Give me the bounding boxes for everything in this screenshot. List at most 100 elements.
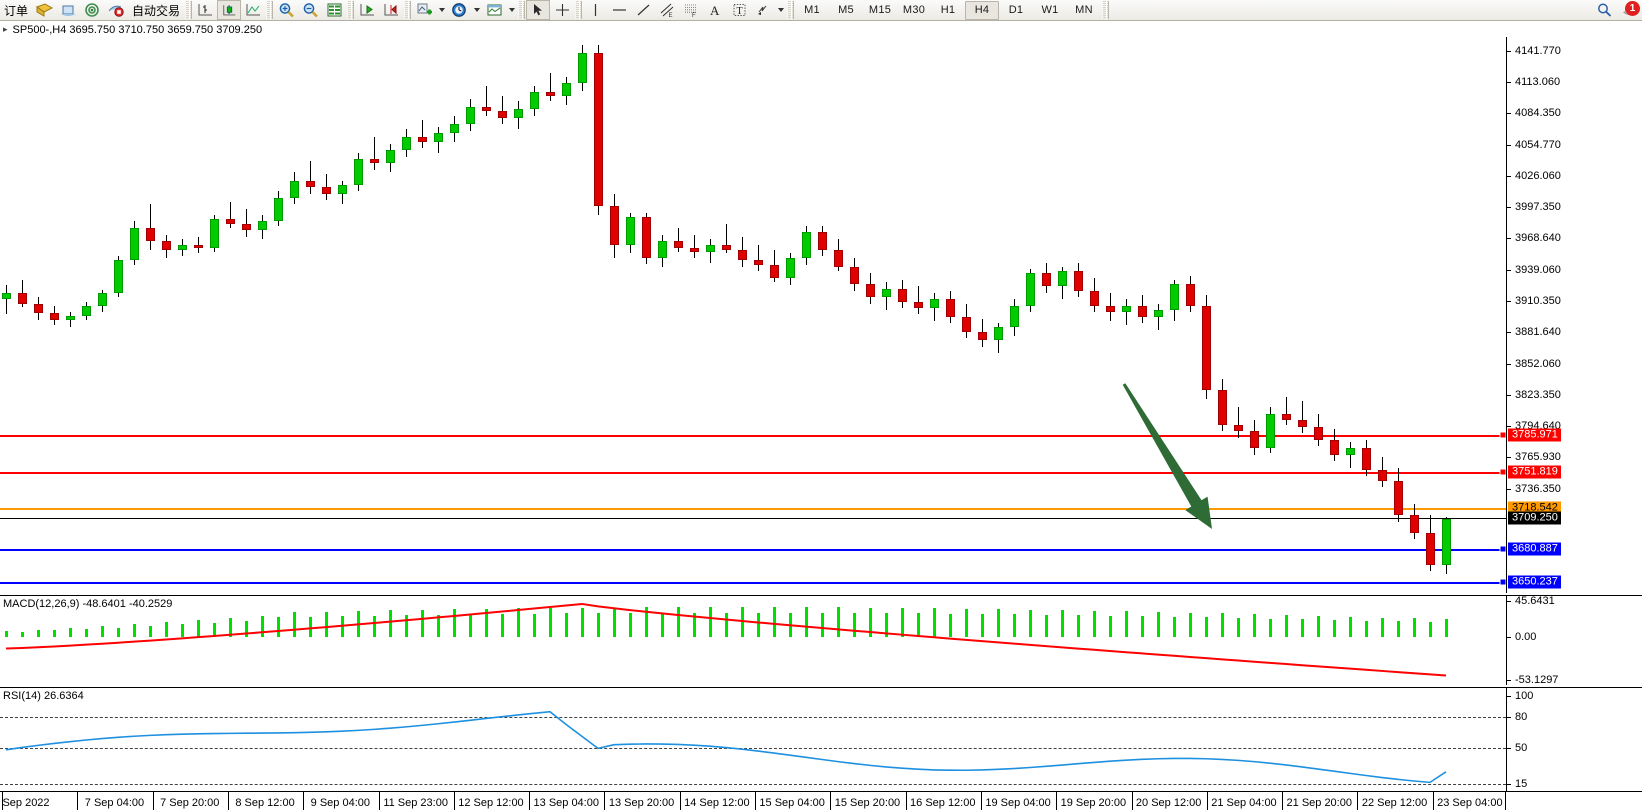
timeframe-w1[interactable]: W1 — [1041, 4, 1059, 16]
price-plot-area[interactable] — [0, 37, 1506, 593]
price-axis[interactable]: 4141.770 4113.060 4084.350 4054.770 4026.060… — [1506, 37, 1642, 593]
horizontal-line-icon[interactable] — [607, 0, 631, 20]
price-level-handle-3785.971[interactable] — [1499, 431, 1506, 439]
candle-body — [578, 53, 587, 84]
price-level-label-3680.887[interactable]: 3680.887 — [1508, 542, 1561, 556]
zoom-out-icon[interactable] — [298, 0, 322, 20]
data-window-icon[interactable] — [322, 0, 346, 20]
price-level-line-3751.819[interactable] — [0, 472, 1506, 475]
timeframe-buttons: M1 M5 M15 M30 H1 H4 D1 W1 MN — [795, 0, 1101, 21]
price-level-line-3709.250[interactable] — [0, 518, 1506, 520]
candle-body — [978, 331, 987, 341]
timeframe-h4[interactable]: H4 — [965, 0, 1000, 20]
zoom-in-icon[interactable] — [274, 0, 298, 20]
macd-histogram-bar — [677, 607, 680, 638]
timeframe-mn[interactable]: MN — [1075, 4, 1093, 16]
rsi-axis: 100 80 50 15 — [1506, 688, 1642, 791]
rsi-tick-3: 15 — [1506, 777, 1528, 790]
trendline-icon[interactable] — [631, 0, 655, 20]
rsi-line — [5, 710, 1447, 784]
timeframe-m1[interactable]: M1 — [804, 4, 820, 16]
candle-body — [2, 292, 11, 300]
price-level-label-3751.819[interactable]: 3751.819 — [1508, 465, 1561, 479]
svg-text:A: A — [710, 3, 720, 18]
candle-wick — [1302, 400, 1303, 434]
toolbar-separator-3 — [347, 1, 355, 19]
candle-wick — [678, 228, 679, 252]
cursor-arrow-icon[interactable] — [526, 0, 551, 20]
rsi-level-line-50 — [0, 747, 1506, 749]
templates-icon[interactable] — [482, 0, 506, 20]
macd-histogram-bar — [981, 613, 984, 638]
rsi-level-line-15 — [0, 783, 1506, 785]
timeframe-h1[interactable]: H1 — [940, 4, 956, 16]
crosshair-icon[interactable] — [550, 0, 574, 20]
price-level-line-3680.887[interactable] — [0, 548, 1506, 551]
signal-icon[interactable] — [80, 0, 104, 20]
macd-histogram-bar — [245, 620, 248, 638]
rsi-plot-area[interactable] — [0, 688, 1506, 791]
macd-histogram-bar — [1093, 610, 1096, 638]
vertical-line-icon[interactable] — [583, 0, 607, 20]
macd-histogram-bar — [997, 609, 1000, 638]
price-tick-14: 3736.350 — [1507, 482, 1561, 495]
equidistant-channel-icon[interactable]: E — [655, 0, 679, 20]
macd-pane[interactable]: MACD(12,26,9) -48.6401 -40.2529 45.6431 0… — [0, 595, 1642, 686]
bar-chart-icon[interactable] — [193, 0, 217, 20]
price-level-label-3709.250[interactable]: 3709.250 — [1508, 511, 1561, 525]
line-chart-icon[interactable] — [241, 0, 265, 20]
price-tick-11: 3823.350 — [1507, 389, 1561, 402]
toolbar-separator-6 — [575, 1, 583, 19]
notifications-button[interactable]: 1 — [1616, 0, 1642, 20]
auto-scroll-icon[interactable] — [355, 0, 379, 20]
autotrade-button-label[interactable]: 自动交易 — [132, 3, 181, 18]
arrows-dropdown-caret[interactable] — [775, 0, 786, 20]
candle-body — [226, 219, 235, 224]
macd-histogram-bar — [5, 631, 8, 638]
chart-symbol-header: ▸ SP500-,H4 3695.750 3710.750 3659.750 3… — [0, 22, 262, 37]
candle-wick — [246, 208, 247, 237]
fibonacci-retracement-icon[interactable]: F — [679, 0, 703, 20]
text-icon[interactable]: A — [703, 0, 727, 20]
algo-trading-icon[interactable] — [104, 0, 128, 20]
price-level-line-3718.542[interactable] — [0, 508, 1506, 511]
price-chart-pane[interactable]: 4141.770 4113.060 4084.350 4054.770 4026.060… — [0, 37, 1642, 593]
candle-body — [1058, 271, 1067, 287]
indicators-dropdown-caret[interactable] — [436, 0, 447, 20]
indicators-icon[interactable] — [412, 0, 436, 20]
price-level-line-3650.237[interactable] — [0, 581, 1506, 584]
news-icon[interactable] — [32, 0, 56, 20]
timeframe-m15[interactable]: M15 — [868, 4, 892, 16]
period-dropdown-caret[interactable] — [471, 0, 482, 20]
price-level-handle-3650.237[interactable] — [1499, 578, 1506, 586]
price-level-line-3785.971[interactable] — [0, 435, 1506, 438]
time-tick-separator — [830, 792, 832, 810]
price-level-label-3650.237[interactable]: 3650.237 — [1508, 575, 1561, 589]
macd-histogram-bar — [1301, 619, 1304, 638]
period-clock-icon[interactable] — [447, 0, 471, 20]
macd-plot-area[interactable] — [0, 596, 1506, 685]
search-icon[interactable] — [1592, 0, 1616, 20]
macd-histogram-bar — [933, 608, 936, 638]
time-tick-separator — [1206, 792, 1208, 810]
time-axis[interactable]: Sep 2022 7 Sep 04:00 7 Sep 20:00 8 Sep 12:0… — [0, 791, 1642, 810]
price-level-handle-3680.887[interactable] — [1499, 545, 1506, 553]
templates-dropdown-caret[interactable] — [506, 0, 517, 20]
price-level-label-3718.542[interactable]: 3718.542 — [1508, 501, 1561, 515]
price-level-handle-3751.819[interactable] — [1499, 468, 1506, 476]
candlestick-chart-icon[interactable] — [217, 0, 242, 20]
price-level-label-3785.971[interactable]: 3785.971 — [1508, 428, 1561, 442]
rsi-pane[interactable]: RSI(14) 26.6364 100 80 50 15 — [0, 687, 1642, 791]
terminal-icon[interactable] — [56, 0, 80, 20]
timeframe-d1[interactable]: D1 — [1008, 4, 1024, 16]
macd-histogram-bar — [805, 607, 808, 638]
chart-shift-icon[interactable] — [379, 0, 403, 20]
candle-body — [834, 249, 843, 267]
arrows-icon[interactable] — [751, 0, 775, 20]
timeframe-m5[interactable]: M5 — [838, 4, 854, 16]
macd-histogram-bar — [1221, 613, 1224, 638]
text-label-icon[interactable]: T — [727, 0, 751, 20]
order-button-label[interactable]: 订单 — [4, 3, 29, 18]
timeframe-m30[interactable]: M30 — [902, 4, 926, 16]
candle-wick — [486, 85, 487, 116]
